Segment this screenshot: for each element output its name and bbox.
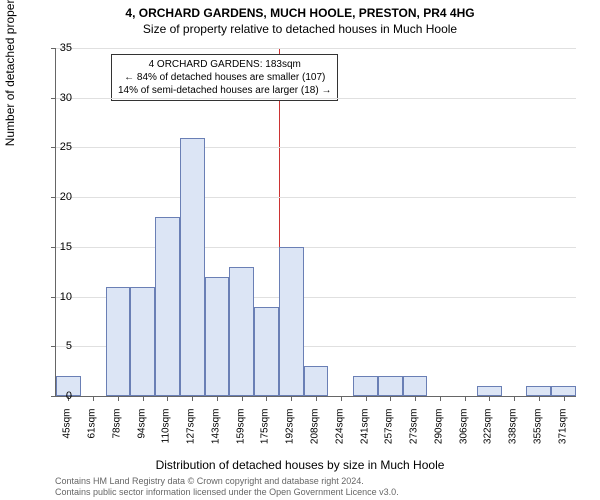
- x-tick-label: 338sqm: [508, 409, 519, 459]
- histogram-bar: [180, 138, 205, 397]
- histogram-bar: [378, 376, 403, 396]
- y-tick-label: 5: [47, 340, 72, 352]
- x-tick-label: 110sqm: [161, 409, 172, 459]
- gridline: [56, 197, 576, 198]
- annotation-box: 4 ORCHARD GARDENS: 183sqm ← 84% of detac…: [111, 54, 338, 101]
- x-tick-label: 94sqm: [136, 409, 147, 459]
- x-tick-mark: [341, 396, 342, 401]
- x-tick-mark: [217, 396, 218, 401]
- y-tick-label: 25: [47, 141, 72, 153]
- annotation-line3: 14% of semi-detached houses are larger (…: [118, 84, 331, 97]
- histogram-bar: [279, 247, 304, 396]
- annotation-line1: 4 ORCHARD GARDENS: 183sqm: [118, 58, 331, 71]
- y-tick-label: 20: [47, 191, 72, 203]
- x-tick-label: 175sqm: [260, 409, 271, 459]
- x-tick-label: 290sqm: [433, 409, 444, 459]
- y-axis-label: Number of detached properties: [3, 0, 17, 146]
- histogram-bar: [130, 287, 155, 396]
- chart-title-address: 4, ORCHARD GARDENS, MUCH HOOLE, PRESTON,…: [0, 0, 600, 20]
- x-tick-label: 45sqm: [62, 409, 73, 459]
- histogram-bar: [229, 267, 254, 396]
- footer-line2: Contains public sector information licen…: [55, 487, 399, 498]
- histogram-bar: [205, 277, 230, 396]
- x-tick-label: 306sqm: [458, 409, 469, 459]
- histogram-bar: [551, 386, 576, 396]
- x-tick-mark: [291, 396, 292, 401]
- x-tick-label: 192sqm: [285, 409, 296, 459]
- x-tick-mark: [266, 396, 267, 401]
- x-tick-mark: [167, 396, 168, 401]
- x-tick-mark: [242, 396, 243, 401]
- x-tick-label: 273sqm: [409, 409, 420, 459]
- gridline: [56, 147, 576, 148]
- x-tick-mark: [564, 396, 565, 401]
- x-tick-label: 159sqm: [235, 409, 246, 459]
- x-tick-label: 127sqm: [186, 409, 197, 459]
- x-tick-mark: [366, 396, 367, 401]
- x-tick-label: 143sqm: [210, 409, 221, 459]
- footer-line1: Contains HM Land Registry data © Crown c…: [55, 476, 399, 487]
- x-tick-mark: [93, 396, 94, 401]
- x-tick-mark: [390, 396, 391, 401]
- x-tick-label: 371sqm: [557, 409, 568, 459]
- gridline: [56, 48, 576, 49]
- y-tick-label: 0: [47, 390, 72, 402]
- footer-attribution: Contains HM Land Registry data © Crown c…: [55, 476, 399, 498]
- histogram-bar: [353, 376, 378, 396]
- annotation-line2: ← 84% of detached houses are smaller (10…: [118, 71, 331, 84]
- x-tick-label: 257sqm: [384, 409, 395, 459]
- x-tick-mark: [465, 396, 466, 401]
- x-tick-label: 208sqm: [310, 409, 321, 459]
- histogram-bar: [106, 287, 131, 396]
- x-tick-mark: [440, 396, 441, 401]
- x-tick-label: 78sqm: [111, 409, 122, 459]
- x-tick-label: 61sqm: [87, 409, 98, 459]
- gridline: [56, 247, 576, 248]
- x-tick-mark: [539, 396, 540, 401]
- x-tick-mark: [489, 396, 490, 401]
- y-tick-label: 35: [47, 42, 72, 54]
- y-tick-label: 30: [47, 92, 72, 104]
- histogram-bar: [254, 307, 279, 396]
- histogram-bar: [155, 217, 180, 396]
- x-tick-mark: [316, 396, 317, 401]
- x-tick-label: 322sqm: [483, 409, 494, 459]
- chart-subtitle: Size of property relative to detached ho…: [0, 20, 600, 36]
- x-tick-label: 224sqm: [334, 409, 345, 459]
- histogram-bar: [526, 386, 551, 396]
- histogram-bar: [477, 386, 502, 396]
- x-tick-mark: [415, 396, 416, 401]
- histogram-bar: [304, 366, 329, 396]
- x-tick-label: 355sqm: [532, 409, 543, 459]
- x-tick-mark: [192, 396, 193, 401]
- chart-plot-area: 4 ORCHARD GARDENS: 183sqm ← 84% of detac…: [55, 48, 576, 397]
- x-axis-label: Distribution of detached houses by size …: [0, 458, 600, 472]
- x-tick-mark: [143, 396, 144, 401]
- y-tick-label: 15: [47, 241, 72, 253]
- y-tick-label: 10: [47, 291, 72, 303]
- gridline: [56, 98, 576, 99]
- x-tick-mark: [118, 396, 119, 401]
- histogram-bar: [403, 376, 428, 396]
- x-tick-mark: [514, 396, 515, 401]
- x-tick-label: 241sqm: [359, 409, 370, 459]
